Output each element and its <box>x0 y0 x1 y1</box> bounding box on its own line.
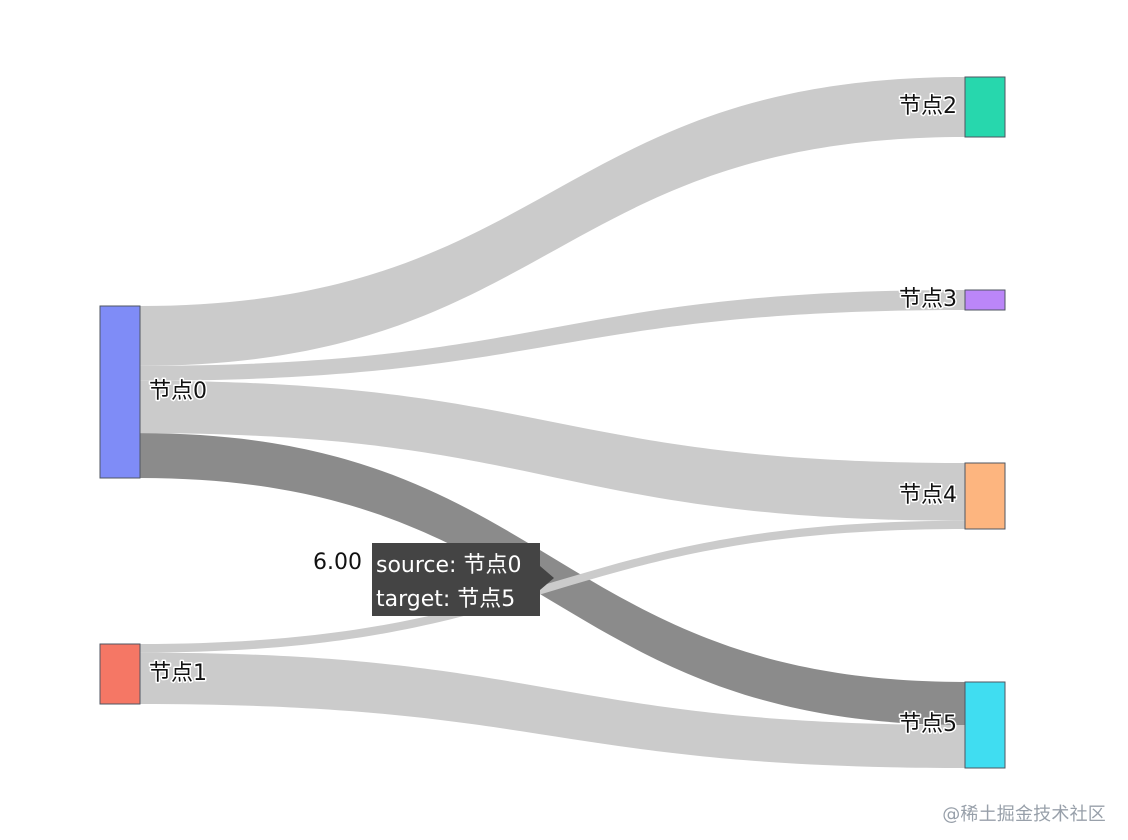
node-label-节点5: 节点5 <box>899 712 957 737</box>
link-tooltip: source: 节点0 target: 节点5 <box>372 543 554 616</box>
link-节点0-to-节点2[interactable] <box>140 77 965 366</box>
link-节点1-to-节点5[interactable] <box>140 652 965 768</box>
sankey-nodes <box>99 76 1006 769</box>
node-节点4[interactable] <box>964 462 1006 530</box>
node-label-节点2: 节点2 <box>899 94 957 119</box>
link-节点0-to-节点3[interactable] <box>140 290 965 381</box>
node-label-节点0: 节点0 <box>149 379 207 404</box>
node-label-节点1: 节点1 <box>149 661 207 686</box>
node-节点3[interactable] <box>964 289 1006 311</box>
watermark: @稀土掘金技术社区 <box>942 804 1106 825</box>
hover-value-label: 6.00 <box>313 550 362 575</box>
node-节点2[interactable] <box>964 76 1006 138</box>
sankey-labels: 节点0 节点1 节点2 节点3 节点4 节点5 <box>148 93 959 739</box>
node-节点5[interactable] <box>964 681 1006 769</box>
node-节点1[interactable] <box>99 643 141 705</box>
node-节点0[interactable] <box>99 305 141 479</box>
tooltip-target: target: 节点5 <box>376 587 516 612</box>
sankey-links <box>140 77 965 768</box>
tooltip-source: source: 节点0 <box>376 553 522 578</box>
node-label-节点4: 节点4 <box>899 483 957 508</box>
link-节点0-to-节点4[interactable] <box>140 380 965 521</box>
node-label-节点3: 节点3 <box>899 287 957 312</box>
